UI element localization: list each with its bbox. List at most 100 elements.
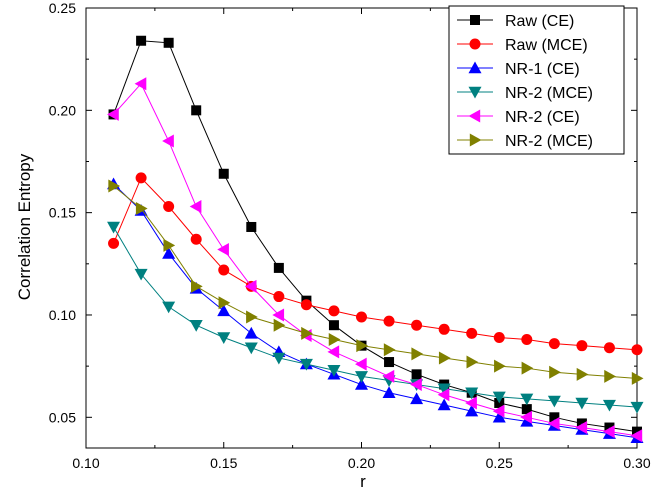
legend-label: Raw (CE): [505, 13, 574, 30]
data-point: [162, 134, 174, 148]
data-point: [576, 367, 589, 381]
data-point: [410, 392, 424, 405]
data-point: [218, 168, 229, 179]
data-point: [466, 327, 478, 339]
data-point: [437, 398, 451, 411]
data-point: [382, 369, 395, 383]
legend-marker: [469, 133, 482, 147]
data-point: [355, 378, 368, 390]
x-tick-label: 0.30: [623, 455, 650, 471]
data-point: [189, 200, 202, 214]
data-point: [189, 320, 203, 332]
data-point: [328, 305, 340, 317]
data-point: [604, 369, 616, 383]
legend-label: Raw (MCE): [505, 37, 588, 54]
series-line: [113, 226, 638, 408]
data-point: [492, 410, 506, 423]
data-point: [521, 334, 533, 346]
data-point: [602, 399, 616, 412]
data-point: [273, 318, 286, 332]
data-point: [382, 386, 396, 398]
axes: 0.10 0.15 0.20 0.25 0.30 0.05 0.10 0.15 0.20 0.25: [49, 0, 651, 471]
y-tick-label: 0.25: [49, 0, 76, 16]
data-point: [273, 291, 285, 303]
data-point: [411, 369, 422, 380]
legend-label: NR-2 (MCE): [505, 133, 593, 150]
data-point: [134, 77, 147, 91]
data-point: [191, 279, 203, 293]
y-tick-label: 0.20: [49, 102, 76, 118]
data-point: [300, 299, 312, 311]
data-point: [438, 351, 451, 365]
y-tick-label: 0.10: [49, 307, 76, 323]
y-tick-label: 0.15: [49, 205, 76, 221]
data-point: [521, 361, 534, 375]
data-point: [107, 221, 121, 234]
data-point: [328, 333, 341, 347]
data-point: [246, 310, 258, 324]
legend-box: [448, 5, 625, 155]
data-point: [494, 359, 506, 373]
legend: Raw (CE) Raw (MCE) NR-1 (CE) NR-2 (MCE) NR-2…: [448, 5, 625, 155]
data-point: [575, 421, 588, 435]
series-2: [108, 172, 643, 356]
data-point: [244, 279, 257, 293]
data-point: [136, 35, 147, 46]
data-point: [163, 37, 174, 48]
data-point: [520, 393, 534, 406]
data-point: [273, 262, 284, 273]
legend-item: Raw (CE): [457, 13, 574, 30]
data-point: [411, 319, 423, 331]
data-point: [355, 357, 367, 371]
legend-marker: [468, 61, 482, 74]
data-point: [246, 221, 257, 232]
data-point: [190, 233, 202, 245]
legend-item: NR-2 (CE): [457, 109, 580, 126]
legend-marker: [468, 109, 481, 123]
data-point: [549, 412, 560, 423]
legend-item: NR-2 (MCE): [457, 133, 593, 150]
legend-label: NR-2 (MCE): [505, 85, 593, 102]
data-point: [163, 201, 175, 213]
data-point: [135, 172, 147, 184]
data-point: [272, 308, 285, 322]
data-point: [630, 429, 643, 443]
data-point: [465, 404, 479, 417]
data-point: [465, 396, 477, 410]
data-point: [272, 352, 286, 365]
series-4: [107, 221, 644, 414]
data-point: [356, 311, 367, 323]
data-point: [383, 315, 395, 327]
data-point: [549, 365, 561, 379]
series-5: [107, 77, 643, 443]
data-point: [162, 247, 176, 259]
data-point: [438, 323, 450, 335]
data-point: [631, 344, 643, 356]
legend-item: NR-2 (MCE): [457, 85, 593, 102]
legend-marker: [469, 38, 481, 50]
data-point: [631, 371, 644, 385]
legend-item: NR-1 (CE): [457, 61, 580, 78]
data-point: [328, 320, 339, 331]
data-point: [135, 202, 148, 216]
data-point: [217, 242, 229, 256]
data-point: [602, 425, 615, 439]
data-point: [630, 401, 644, 414]
legend-marker: [470, 15, 480, 25]
data-point: [411, 347, 424, 361]
data-point: [520, 410, 532, 424]
data-point: [163, 238, 176, 252]
series-6: [108, 179, 644, 385]
data-point: [134, 268, 148, 281]
data-point: [356, 339, 368, 353]
data-point: [355, 371, 368, 383]
data-point: [437, 383, 451, 396]
data-point: [465, 387, 479, 400]
x-tick-label: 0.10: [72, 455, 99, 471]
legend-label: NR-1 (CE): [505, 61, 580, 78]
data-point: [492, 391, 506, 404]
y-tick-label: 0.05: [49, 409, 76, 425]
data-point: [162, 301, 176, 314]
data-point: [466, 355, 479, 369]
